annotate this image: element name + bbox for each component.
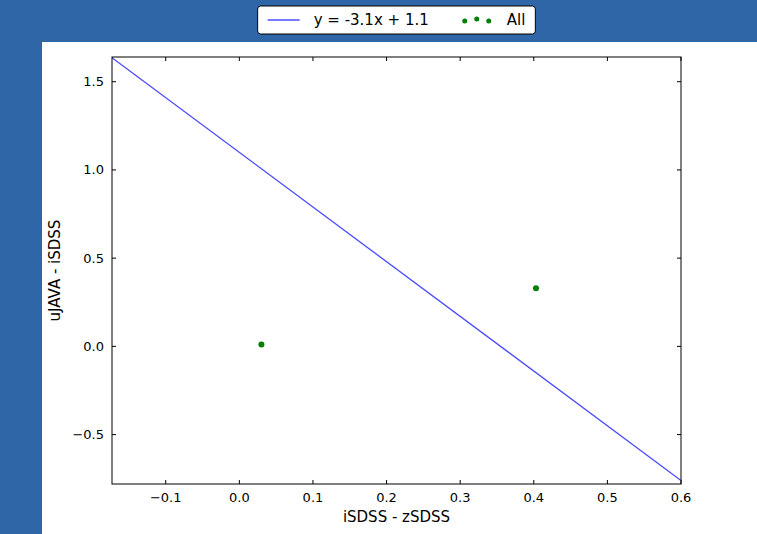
legend-label: All [507, 11, 526, 29]
x-tick [533, 57, 534, 61]
x-tick [239, 480, 240, 484]
y-tick [677, 169, 681, 170]
x-tick-label: 0.1 [303, 490, 324, 505]
legend-swatch [486, 19, 491, 24]
point [533, 285, 539, 291]
x-axis-title: iSDSS - zSDSS [343, 508, 450, 526]
legend-label: y = -3.1x + 1.1 [314, 11, 429, 29]
y-tick-label: 1.0 [83, 162, 104, 177]
x-tick [312, 57, 313, 61]
x-tick [239, 57, 240, 61]
x-tick [386, 57, 387, 61]
data-group [112, 58, 681, 481]
legend: y = -3.1x + 1.1 All [258, 6, 536, 34]
backdrop [0, 0, 757, 534]
x-tick-label: −0.1 [150, 490, 182, 505]
y-tick [677, 346, 681, 347]
y-tick [677, 81, 681, 82]
frame [112, 57, 681, 484]
x-tick-label: 0.6 [671, 490, 692, 505]
x-tick-label: 0.3 [450, 490, 471, 505]
y-tick [112, 258, 116, 259]
x-tick [607, 57, 608, 61]
x-tick [165, 480, 166, 484]
point [258, 342, 264, 348]
x-tick-label: 0.5 [597, 490, 618, 505]
y-axis-title: uJAVA - iSDSS [46, 220, 64, 322]
fit-line [112, 58, 681, 481]
legend-swatch [474, 17, 479, 22]
x-tick [533, 480, 534, 484]
legend-swatch [268, 19, 300, 20]
figure-bg [42, 42, 757, 534]
x-tick [460, 57, 461, 61]
x-tick-label: 0.4 [523, 490, 544, 505]
y-tick [677, 434, 681, 435]
y-tick [112, 434, 116, 435]
y-tick [112, 81, 116, 82]
x-tick [312, 480, 313, 484]
x-tick [386, 480, 387, 484]
y-tick [112, 169, 116, 170]
x-tick-label: 0.0 [229, 490, 250, 505]
x-tick [607, 480, 608, 484]
legend-swatch [462, 19, 467, 24]
x-tick-label: 0.2 [376, 490, 397, 505]
y-tick [677, 258, 681, 259]
legend-item: y = -3.1x + 1.1 [268, 11, 429, 29]
x-tick [460, 480, 461, 484]
y-tick-label: −0.5 [72, 427, 104, 442]
plot-area [112, 57, 681, 484]
y-tick-label: 0.0 [83, 339, 104, 354]
x-tick [165, 57, 166, 61]
y-tick [112, 346, 116, 347]
legend-item: All [462, 11, 525, 29]
legend-box [258, 6, 536, 34]
y-tick-label: 0.5 [83, 251, 104, 266]
y-tick-label: 1.5 [83, 74, 104, 89]
